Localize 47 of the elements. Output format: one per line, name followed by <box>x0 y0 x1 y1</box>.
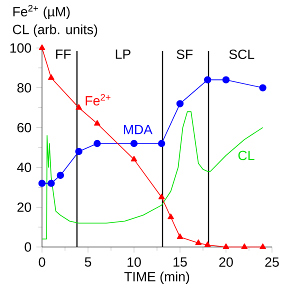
y-tick-label: 20 <box>17 202 32 212</box>
point <box>195 239 202 245</box>
x-tick-label: 20 <box>219 257 233 267</box>
point <box>76 104 82 110</box>
point <box>204 241 211 247</box>
line-series <box>42 111 264 240</box>
point <box>94 120 100 126</box>
y-tick-label: 60 <box>17 122 32 132</box>
point <box>176 233 184 239</box>
series-label: Fe$^{2+}$ <box>86 94 110 106</box>
point <box>48 74 54 80</box>
annotation: SF <box>176 49 193 59</box>
point <box>56 172 64 179</box>
point <box>259 84 266 92</box>
point <box>222 243 230 249</box>
point <box>158 140 166 147</box>
x-tick-label: 0 <box>38 257 46 267</box>
y-tick-label: 100 <box>10 43 32 52</box>
y-tick-label: 0 <box>24 242 32 252</box>
point <box>130 140 138 147</box>
point <box>260 243 266 249</box>
point <box>48 179 55 187</box>
y-tick-label: 40 <box>17 162 32 172</box>
annotation: LP <box>116 49 130 59</box>
point <box>38 179 46 187</box>
point <box>75 148 82 155</box>
x-tick-label: 5 <box>84 257 92 266</box>
point <box>130 156 138 162</box>
point <box>222 76 230 84</box>
x-tick-label: 15 <box>174 257 187 266</box>
y-tick-label: 80 <box>17 82 32 92</box>
point <box>158 193 165 200</box>
chart-subtitle: CL (arb. units) <box>12 24 98 37</box>
x-axis-title: TIME (min) <box>124 271 190 284</box>
point <box>204 76 212 84</box>
series-label: MDA <box>124 124 152 134</box>
x-tick-label: 25 <box>265 257 279 267</box>
point <box>38 44 46 50</box>
x-tick-label: 10 <box>128 257 141 267</box>
point <box>241 243 248 249</box>
chart-title: Fe$^{2+}$ (µM) <box>13 4 70 19</box>
annotation: SCL <box>229 49 254 59</box>
point <box>94 140 101 147</box>
point <box>176 100 184 108</box>
series-label: CL <box>238 150 254 160</box>
point <box>168 213 174 219</box>
annotation: FF <box>56 49 71 59</box>
